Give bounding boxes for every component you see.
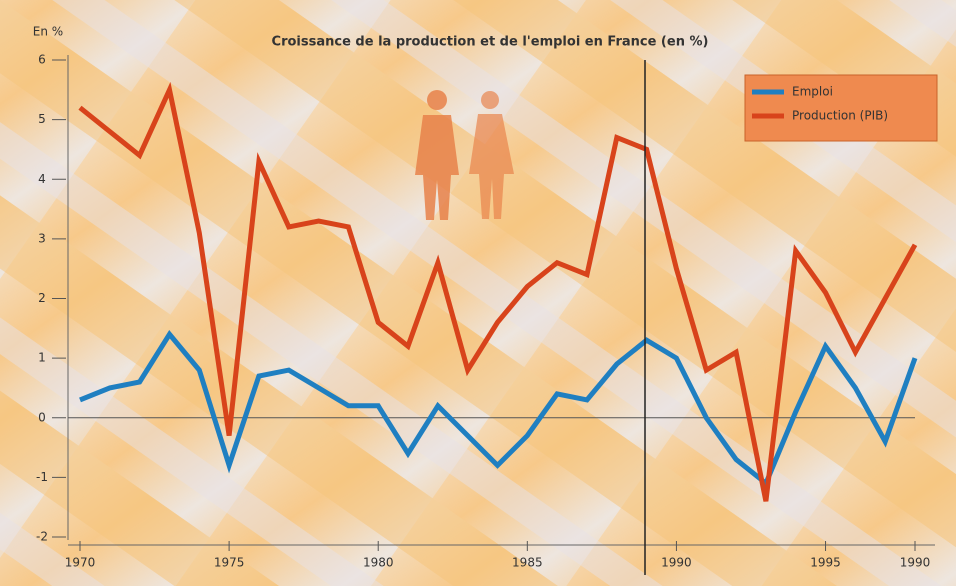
y-tick-label: 4 bbox=[38, 172, 46, 186]
x-tick-label: 1985 bbox=[512, 556, 543, 570]
y-tick-label: 5 bbox=[38, 112, 46, 126]
x-tick-label: 1980 bbox=[363, 556, 394, 570]
x-tick-label: 1995 bbox=[810, 556, 841, 570]
legend-label: Emploi bbox=[792, 85, 833, 99]
x-tick-label: 1970 bbox=[65, 556, 96, 570]
x-tick-label: 1990 bbox=[661, 556, 692, 570]
y-tick-label: 0 bbox=[38, 410, 46, 424]
y-axis-label: En % bbox=[33, 25, 63, 39]
y-tick-label: -2 bbox=[36, 530, 48, 544]
x-tick-label: 1975 bbox=[214, 556, 245, 570]
y-tick-label: -1 bbox=[36, 470, 48, 484]
y-tick-label: 1 bbox=[38, 351, 46, 365]
y-tick-label: 2 bbox=[38, 291, 46, 305]
legend-label: Production (PIB) bbox=[792, 109, 888, 123]
chart-title: Croissance de la production et de l'empl… bbox=[272, 35, 709, 50]
chart: Croissance de la production et de l'empl… bbox=[0, 0, 956, 586]
y-tick-label: 3 bbox=[38, 231, 46, 245]
x-tick-label: 1990 bbox=[900, 556, 931, 570]
legend: Emploi Production (PIB) bbox=[745, 75, 937, 141]
y-tick-label: 6 bbox=[38, 53, 46, 67]
